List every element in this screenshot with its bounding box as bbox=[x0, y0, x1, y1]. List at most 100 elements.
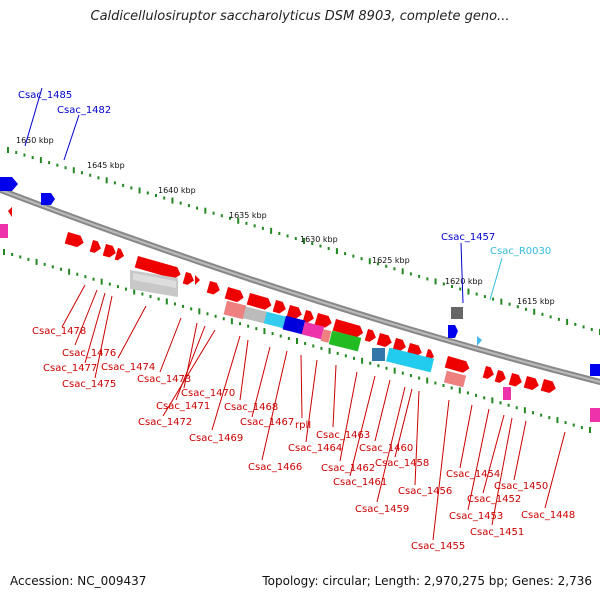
gene-label[interactable]: Csac_1472 bbox=[138, 417, 192, 428]
gene-label[interactable]: Csac_1470 bbox=[181, 388, 235, 399]
ruler-tick bbox=[525, 307, 527, 311]
leader-line bbox=[300, 354, 303, 419]
leader-line bbox=[459, 404, 473, 469]
ruler-tick bbox=[89, 173, 92, 177]
gene-label[interactable]: Csac_1459 bbox=[355, 504, 409, 515]
gene-forward bbox=[332, 319, 364, 338]
ruler-tick bbox=[451, 285, 453, 288]
ruler-tick bbox=[204, 207, 207, 214]
gene-label[interactable]: Csac_1477 bbox=[43, 363, 97, 374]
ruler-tick bbox=[466, 391, 469, 395]
feature-blocks[interactable] bbox=[0, 207, 600, 422]
feature-block bbox=[195, 275, 200, 285]
feature-block bbox=[133, 273, 176, 288]
ruler-tick bbox=[590, 327, 593, 331]
ruler-tick bbox=[287, 337, 290, 341]
leader-line bbox=[467, 408, 490, 511]
ruler-tick bbox=[76, 272, 79, 276]
gene-label[interactable]: Csac_1452 bbox=[467, 494, 521, 505]
gene-forward bbox=[523, 376, 539, 391]
ruler-label: 1630 kbp bbox=[300, 235, 338, 244]
leader-line bbox=[332, 364, 337, 428]
leader-line bbox=[94, 295, 113, 379]
gene-label[interactable]: Csac_1461 bbox=[333, 477, 387, 488]
ruler-tick bbox=[393, 267, 396, 271]
gene-label[interactable]: Csac_1460 bbox=[359, 443, 413, 454]
gene-label[interactable]: Csac_1456 bbox=[398, 486, 452, 497]
ruler-tick bbox=[196, 206, 199, 210]
gene-label: Csac_R0030 bbox=[490, 246, 551, 257]
ruler-tick bbox=[312, 344, 315, 348]
leader-line bbox=[63, 114, 80, 161]
ruler-tick bbox=[319, 244, 322, 248]
ruler-tick bbox=[163, 196, 166, 200]
ruler-label: 1645 kbp bbox=[87, 161, 125, 170]
ruler-tick bbox=[43, 262, 46, 266]
gene-label[interactable]: Csac_1464 bbox=[288, 443, 342, 454]
ruler-tick bbox=[31, 156, 34, 160]
ruler-tick bbox=[51, 265, 54, 269]
gene-label[interactable]: rplI bbox=[295, 420, 311, 431]
gene-label[interactable]: Csac_1466 bbox=[248, 462, 302, 473]
gene-label[interactable]: Csac_1468 bbox=[224, 402, 278, 413]
ruler-tick bbox=[72, 167, 75, 174]
ruler-tick bbox=[230, 318, 233, 325]
ruler-tick bbox=[336, 351, 339, 355]
ruler-tick bbox=[59, 267, 62, 271]
gene-label[interactable]: Csac_1455 bbox=[411, 541, 465, 552]
feature-block bbox=[8, 207, 12, 217]
gene-label[interactable]: Csac_1458 bbox=[375, 458, 429, 469]
gene-label[interactable]: Csac_1475 bbox=[62, 379, 116, 390]
feature-block bbox=[320, 329, 332, 343]
ruler-tick bbox=[39, 157, 42, 164]
gene-label[interactable]: Csac_1453 bbox=[449, 511, 503, 522]
forward-genes[interactable] bbox=[64, 232, 558, 394]
ruler-tick bbox=[206, 312, 209, 316]
bottom-gene-labels[interactable]: Csac_1478 Csac_1476 Csac_1477 Csac_1475 Csac… bbox=[32, 326, 575, 552]
gene-label[interactable]: Csac_1463 bbox=[316, 430, 370, 441]
ruler-tick bbox=[212, 211, 215, 215]
gene-label[interactable]: Csac_1474 bbox=[101, 362, 155, 373]
ruler-tick bbox=[352, 356, 355, 360]
ruler-tick bbox=[125, 287, 128, 291]
ruler-tick bbox=[278, 231, 281, 235]
ruler-tick bbox=[459, 287, 462, 291]
gene-label[interactable]: Csac_1467 bbox=[240, 417, 294, 428]
ruler-tick bbox=[409, 374, 412, 378]
top-genes[interactable] bbox=[0, 177, 600, 376]
ruler-tick bbox=[105, 177, 108, 184]
leader-line bbox=[513, 420, 527, 481]
gene-label[interactable]: Csac_1454 bbox=[446, 469, 500, 480]
gene-label[interactable]: Csac_1469 bbox=[189, 433, 243, 444]
ruler-tick bbox=[442, 282, 445, 286]
gene-label[interactable]: Csac_1462 bbox=[321, 463, 375, 474]
ruler-tick bbox=[500, 298, 503, 305]
gene-label: Csac_1482 bbox=[57, 105, 111, 116]
ruler-tick bbox=[15, 151, 18, 155]
ruler-tick bbox=[540, 413, 543, 417]
ruler-tick bbox=[515, 406, 518, 410]
gene-label[interactable]: Csac_1448 bbox=[521, 510, 575, 521]
gene-label[interactable]: Csac_1450 bbox=[494, 481, 548, 492]
gene-label[interactable]: Csac_1473 bbox=[137, 374, 191, 385]
gene-label[interactable]: Csac_1451 bbox=[470, 527, 524, 538]
ruler-tick bbox=[533, 308, 536, 315]
ruler-tick bbox=[450, 386, 453, 390]
ruler-tick bbox=[173, 302, 176, 306]
ruler-tick bbox=[294, 236, 297, 240]
ruler-tick bbox=[190, 307, 193, 311]
gene-label[interactable]: Csac_1476 bbox=[62, 348, 116, 359]
gene-label[interactable]: Csac_1471 bbox=[156, 401, 210, 412]
gene-csac-r0030 bbox=[477, 336, 482, 346]
gene-forward bbox=[364, 329, 376, 342]
gene-forward bbox=[444, 356, 470, 373]
gene-forward bbox=[494, 370, 506, 383]
gene-label[interactable]: Csac_1478 bbox=[32, 326, 86, 337]
ruler-tick bbox=[271, 332, 274, 336]
leader-line bbox=[432, 399, 450, 541]
ruler-tick bbox=[541, 312, 544, 316]
feature-block bbox=[301, 321, 325, 340]
top-gene-labels[interactable]: Csac_1485 Csac_1482 Csac_1457 Csac_R0030 bbox=[18, 90, 551, 257]
ruler-tick bbox=[549, 315, 552, 319]
